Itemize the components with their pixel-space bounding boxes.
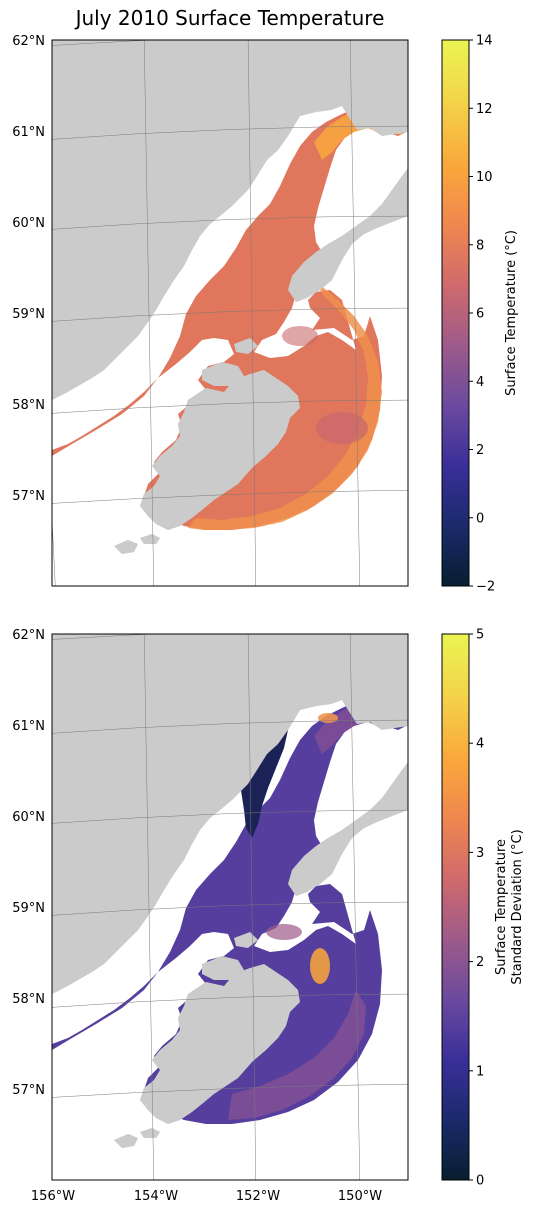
lat-label: 58°N bbox=[12, 992, 45, 1007]
map-panel-bottom bbox=[51, 633, 409, 1181]
lat-label: 60°N bbox=[12, 216, 45, 231]
map-frame bbox=[51, 633, 409, 1181]
lat-label: 57°N bbox=[12, 489, 45, 504]
colorbar-label: Standard Deviation (°C) bbox=[510, 829, 525, 984]
lat-label: 59°N bbox=[12, 901, 45, 916]
lat-label: 57°N bbox=[12, 1083, 45, 1098]
lat-label: 61°N bbox=[12, 719, 45, 734]
colorbar-tick-label: 12 bbox=[476, 102, 493, 117]
temperature-cool-patch bbox=[316, 412, 368, 444]
colorbar-tick-label: −2 bbox=[476, 580, 495, 595]
colorbar-label: Surface Temperature (°C) bbox=[504, 230, 519, 396]
lon-label: 156°W bbox=[31, 1189, 75, 1204]
colorbar-tick-label: 3 bbox=[476, 846, 484, 861]
temperature-cool-patch-2 bbox=[282, 326, 318, 346]
stddev-water bbox=[52, 680, 406, 1124]
lat-label: 62°N bbox=[12, 628, 45, 643]
colorbar-tick-label: 2 bbox=[476, 955, 484, 970]
lat-labels-top: 62°N 61°N 60°N 59°N 58°N 57°N bbox=[12, 34, 45, 504]
lon-label: 152°W bbox=[236, 1189, 280, 1204]
colorbar-tick-label: 0 bbox=[476, 511, 484, 526]
lat-label: 61°N bbox=[12, 125, 45, 140]
colorbar-tick-label: 4 bbox=[476, 737, 484, 752]
lat-label: 60°N bbox=[12, 810, 45, 825]
colorbar-tick-label: 8 bbox=[476, 238, 484, 253]
stddev-high-patch bbox=[310, 948, 330, 984]
stddev-high-patch bbox=[318, 713, 338, 723]
colorbar-tick-label: 4 bbox=[476, 375, 484, 390]
colorbar-label: Surface Temperature bbox=[494, 839, 509, 975]
colorbar-bottom: 5 4 3 2 1 0 Surface Temperature Standard Devi… bbox=[441, 628, 525, 1189]
lon-labels: 156°W 154°W 152°W 150°W bbox=[31, 1189, 382, 1204]
lat-labels-bottom: 62°N 61°N 60°N 59°N 58°N 57°N bbox=[12, 628, 45, 1098]
stddev-low-channel bbox=[240, 718, 288, 838]
stddev-mid-patch bbox=[266, 924, 302, 940]
lat-label: 59°N bbox=[12, 307, 45, 322]
lon-label: 150°W bbox=[338, 1189, 382, 1204]
graticule bbox=[52, 40, 408, 586]
colorbar-tick-label: 6 bbox=[476, 307, 484, 322]
temperature-water bbox=[52, 86, 406, 530]
colorbar-tick-label: 0 bbox=[476, 1174, 484, 1189]
colorbar-gradient bbox=[441, 39, 470, 587]
colorbar-tick-label: 14 bbox=[476, 34, 493, 49]
lon-label: 154°W bbox=[134, 1189, 178, 1204]
map-frame bbox=[51, 39, 409, 587]
colorbar-tick-label: 10 bbox=[476, 170, 493, 185]
figure-title: July 2010 Surface Temperature bbox=[75, 6, 385, 30]
map-panel-top bbox=[51, 39, 409, 587]
graticule bbox=[52, 634, 408, 1180]
lat-label: 58°N bbox=[12, 398, 45, 413]
colorbar-tick-label: 2 bbox=[476, 443, 484, 458]
colorbar-top: 14 12 10 8 6 4 2 0 −2 Surface Temperature (°C) bbox=[441, 34, 519, 595]
colorbar-tick-label: 1 bbox=[476, 1064, 484, 1079]
colorbar-tick-label: 5 bbox=[476, 628, 484, 643]
colorbar-gradient bbox=[441, 633, 470, 1181]
lat-label: 62°N bbox=[12, 34, 45, 49]
